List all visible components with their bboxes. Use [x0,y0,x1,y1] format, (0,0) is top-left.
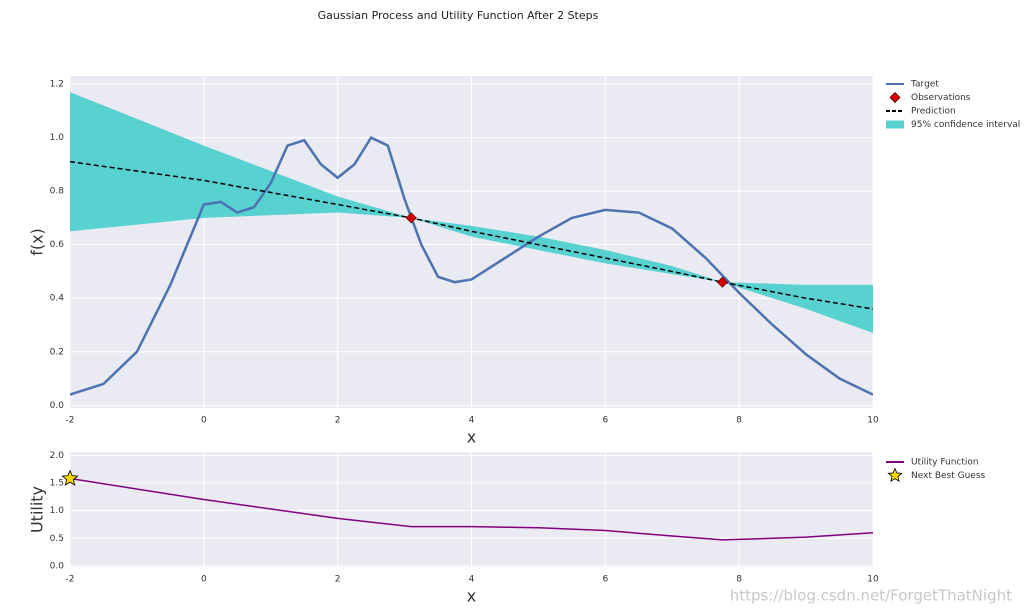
x-tick-label: 6 [602,416,608,426]
x-tick-label: 2 [335,575,341,585]
legend-label: Target [910,80,939,90]
x-tick-label: 8 [736,575,742,585]
x-axis-label: x [467,428,476,447]
x-tick-label: 8 [736,416,742,426]
marker [405,212,417,224]
y-tick-label: 2.0 [50,451,65,461]
legend-label: Observations [911,93,971,103]
marker [61,469,79,486]
y-tick-label: 0.0 [50,561,65,571]
y-tick-label: 0.0 [50,401,65,411]
x-tick-label: 2 [335,416,341,426]
watermark: https://blog.csdn.net/ForgetThatNight [730,587,1012,605]
x-tick-label: 4 [469,575,475,585]
legend-label: Utility Function [911,458,979,468]
legend-label: Next Best Guess [911,471,986,481]
x-tick-label: 6 [602,575,608,585]
y-axis-label: f(x) [28,228,47,256]
marker [716,276,729,288]
legend-label: Prediction [911,107,956,117]
y-tick-label: 1.0 [50,133,65,143]
y-tick-label: 0.4 [50,294,65,304]
legend-swatch [886,120,904,129]
confidence-band [70,92,873,334]
x-tick-label: 0 [201,416,207,426]
legend-label: 95% confidence interval [911,120,1020,130]
legend-swatch [887,467,903,483]
legend-swatch [889,91,901,104]
y-axis-label: Utility [28,486,47,533]
x-tick-label: -2 [66,416,75,426]
x-tick-label: 4 [469,416,475,426]
y-tick-label: 0.5 [50,534,64,544]
y-tick-label: 1.2 [50,80,64,90]
line [70,477,873,541]
line [70,135,873,396]
line [70,160,873,310]
y-tick-label: 0.8 [50,187,65,197]
y-tick-label: 0.2 [50,347,64,357]
x-tick-label: 0 [201,575,207,585]
figure-title: Gaussian Process and Utility Function Af… [318,9,599,22]
y-tick-label: 0.6 [50,240,65,250]
x-axis-label: x [467,587,476,606]
y-tick-label: 1.0 [50,506,65,516]
x-tick-label: 10 [867,416,879,426]
x-tick-label: -2 [66,575,75,585]
y-tick-label: 1.5 [50,478,64,488]
x-tick-label: 10 [867,575,879,585]
